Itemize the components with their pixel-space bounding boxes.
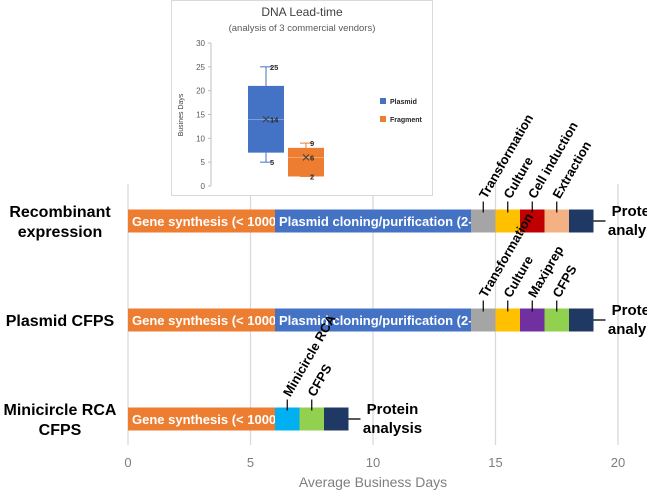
- bar-segment-0-3: [495, 209, 520, 233]
- inset-subtitle: (analysis of 3 commercial vendors): [229, 23, 376, 34]
- inset-ytick-label-0: 0: [201, 182, 206, 191]
- bar-segment-2-1: [275, 407, 300, 431]
- end-label-0-0: Protein: [612, 203, 647, 220]
- bar-label-2-0: Gene synthesis (< 1000ng): [132, 412, 296, 427]
- x-tick-label-20: 20: [611, 455, 625, 470]
- bar-segment-1-6: [569, 308, 594, 332]
- bar-label-1-1: Plasmid cloning/purification (2-4µg): [279, 313, 500, 328]
- legend-label-1: Fragment: [390, 117, 423, 124]
- inset-ytick-label-5: 5: [201, 158, 206, 167]
- bar-segment-1-0: [128, 308, 275, 332]
- end-label-0-1: analysis: [608, 222, 647, 239]
- end-label-1-0: Protein: [612, 302, 647, 319]
- bar-segment-0-2: [471, 209, 496, 233]
- label-min-0: 5: [270, 158, 274, 167]
- mean-marker-1: [302, 154, 310, 161]
- box-1: [288, 147, 324, 177]
- inset-y-axis-label: Busines Days: [178, 93, 185, 136]
- bar-segment-1-2: [471, 308, 496, 332]
- bar-segment-1-3: [495, 308, 520, 332]
- row-label-0-1: expression: [18, 224, 102, 241]
- x-tick-label-10: 10: [366, 455, 380, 470]
- inset-ytick-label-20: 20: [196, 87, 205, 96]
- bar-segment-2-2: [299, 407, 324, 431]
- row-label-1-0: Plasmid CFPS: [6, 313, 115, 330]
- bar-segment-0-6: [569, 209, 594, 233]
- dna-leadtime-boxplot: DNA Lead-time (analysis of 3 commercial v…: [171, 0, 433, 196]
- bar-segment-0-1: [275, 209, 471, 233]
- bar-segment-1-1: [275, 308, 471, 332]
- label-median-0: 14: [270, 115, 279, 124]
- row-label-0-0: Recombinant: [9, 204, 111, 221]
- x-tick-label-0: 0: [124, 455, 131, 470]
- label-median-1: 6: [310, 153, 314, 162]
- bar-segment-1-4: [520, 308, 545, 332]
- bar-segment-2-0: [128, 407, 275, 431]
- end-label-2-1: analysis: [363, 420, 422, 437]
- legend-swatch-0: [380, 98, 386, 104]
- legend-label-0: Plasmid: [390, 99, 417, 106]
- x-axis-label: Average Business Days: [299, 474, 447, 490]
- legend-swatch-1: [380, 116, 386, 122]
- bar-segment-1-5: [544, 308, 569, 332]
- row-label-2-0: Minicircle RCA: [4, 402, 117, 419]
- end-label-1-1: analysis: [608, 321, 647, 338]
- inset-ytick-label-30: 30: [196, 39, 205, 48]
- bar-label-0-0: Gene synthesis (< 1000ng): [132, 214, 296, 229]
- inset-ytick-label-25: 25: [196, 63, 205, 72]
- row-label-2-1: CFPS: [39, 422, 82, 439]
- x-tick-label-5: 5: [247, 455, 254, 470]
- mean-marker-0: [262, 115, 270, 123]
- end-label-2-0: Protein: [367, 401, 419, 418]
- inset-ytick-label-15: 15: [196, 111, 205, 120]
- bar-segment-0-0: [128, 209, 275, 233]
- bar-segment-2-3: [324, 407, 349, 431]
- bar-label-0-1: Plasmid cloning/purification (2-4µg): [279, 214, 500, 229]
- inset-title: DNA Lead-time: [261, 5, 343, 19]
- inset-ytick-label-10: 10: [196, 134, 205, 143]
- bar-segment-0-4: [520, 209, 545, 233]
- x-tick-label-15: 15: [488, 455, 502, 470]
- bar-label-1-0: Gene synthesis (< 1000ng): [132, 313, 296, 328]
- bar-segment-0-5: [544, 209, 569, 233]
- label-max-0: 25: [270, 63, 278, 72]
- label-min-1: 2: [310, 172, 314, 181]
- label-max-1: 9: [310, 139, 314, 148]
